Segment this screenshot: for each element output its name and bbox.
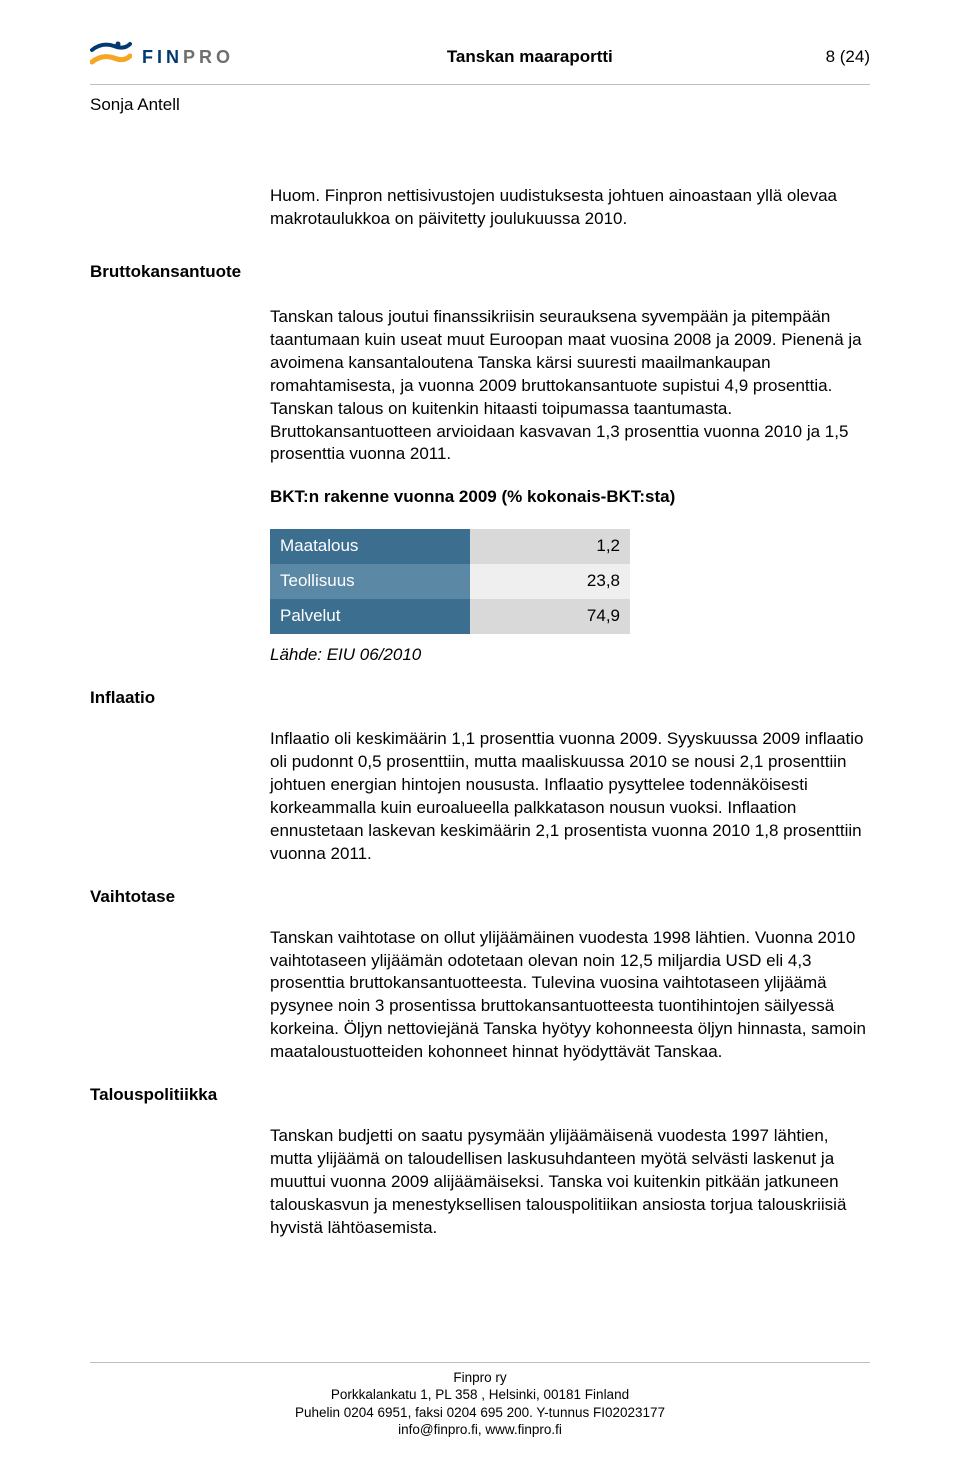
footer-line-2: Porkkalankatu 1, PL 358 , Helsinki, 0018…: [0, 1386, 960, 1404]
heading-vaihtotase: Vaihtotase: [90, 886, 870, 909]
author: Sonja Antell: [90, 95, 870, 115]
footer: Finpro ry Porkkalankatu 1, PL 358 , Hels…: [0, 1362, 960, 1439]
heading-talouspolitiikka: Talouspolitiikka: [90, 1084, 870, 1107]
logo: FINPRO: [90, 40, 234, 74]
logo-text-fin: FIN: [142, 47, 183, 67]
doc-title: Tanskan maaraportti: [447, 47, 613, 67]
header-rule: [90, 84, 870, 85]
page: FINPRO Tanskan maaraportti 8 (24) Sonja …: [0, 0, 960, 1467]
table-row: Maatalous 1,2: [270, 529, 630, 564]
header: FINPRO Tanskan maaraportti 8 (24): [90, 40, 870, 74]
heading-inflaatio: Inflaatio: [90, 687, 870, 710]
bkt-row-value: 74,9: [470, 599, 630, 634]
footer-rule: [90, 1362, 870, 1363]
inflaatio-paragraph: Inflaatio oli keskimäärin 1,1 prosenttia…: [270, 728, 870, 866]
vaihtotase-paragraph: Tanskan vaihtotase on ollut ylijäämäinen…: [270, 927, 870, 1065]
intro-note: Huom. Finpron nettisivustojen uudistukse…: [270, 185, 870, 231]
table-row: Palvelut 74,9: [270, 599, 630, 634]
footer-line-4: info@finpro.fi, www.finpro.fi: [0, 1421, 960, 1439]
logo-text-pro: PRO: [183, 47, 234, 67]
bkt-table-source: Lähde: EIU 06/2010: [270, 644, 870, 667]
bkt-row-label: Palvelut: [270, 599, 470, 634]
bkt-row-label: Teollisuus: [270, 564, 470, 599]
bkt-row-value: 23,8: [470, 564, 630, 599]
body: Huom. Finpron nettisivustojen uudistukse…: [90, 185, 870, 1240]
footer-line-3: Puhelin 0204 6951, faksi 0204 695 200. Y…: [0, 1404, 960, 1422]
bkt-row-label: Maatalous: [270, 529, 470, 564]
logo-text: FINPRO: [142, 47, 234, 68]
footer-line-1: Finpro ry: [0, 1369, 960, 1387]
bkt-table: Maatalous 1,2 Teollisuus 23,8 Palvelut 7…: [270, 529, 630, 634]
logo-mark-icon: [90, 40, 132, 74]
page-number: 8 (24): [826, 47, 870, 67]
bkt-paragraph: Tanskan talous joutui finanssikriisin se…: [270, 306, 870, 467]
table-row: Teollisuus 23,8: [270, 564, 630, 599]
bkt-table-wrap: Maatalous 1,2 Teollisuus 23,8 Palvelut 7…: [270, 529, 870, 667]
bkt-row-value: 1,2: [470, 529, 630, 564]
bkt-table-title: BKT:n rakenne vuonna 2009 (% kokonais-BK…: [270, 486, 870, 509]
heading-bruttokansantuote: Bruttokansantuote: [90, 261, 870, 284]
talouspolitiikka-paragraph: Tanskan budjetti on saatu pysymään ylijä…: [270, 1125, 870, 1240]
